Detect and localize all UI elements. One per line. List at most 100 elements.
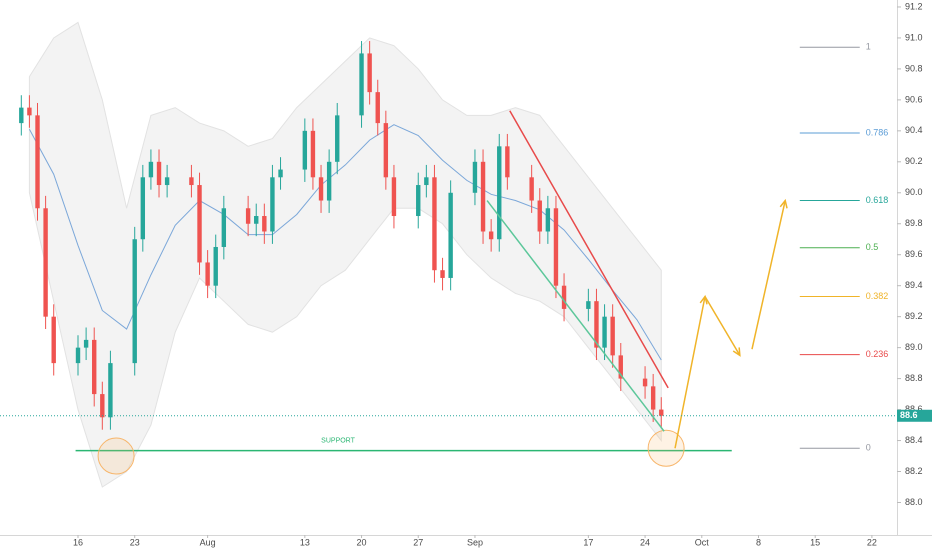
candle-body	[497, 146, 502, 240]
candle-body	[156, 161, 162, 186]
candle-body	[537, 200, 542, 232]
y-tick-label: 88.6	[905, 404, 923, 414]
candle-body	[561, 285, 567, 309]
arrow-head	[779, 198, 788, 209]
x-tick-label: 8	[756, 537, 761, 547]
x-tick-label: Oct	[695, 537, 710, 547]
candle-body	[375, 92, 380, 124]
candle-body	[659, 409, 664, 416]
candle-body	[310, 130, 316, 178]
x-tick-label: 23	[130, 537, 140, 547]
x-tick-label: 17	[583, 537, 593, 547]
bollinger-band	[28, 21, 662, 488]
fib-label: 1	[866, 42, 871, 52]
candle-body	[335, 115, 340, 162]
candle-body	[213, 246, 218, 286]
y-tick-label: 88.8	[905, 373, 923, 383]
candle-body	[278, 169, 283, 178]
candle-body	[35, 115, 40, 209]
candle-body	[197, 185, 202, 263]
fib-label: 0	[866, 443, 871, 453]
candle-body	[164, 177, 170, 186]
candle-body	[245, 208, 251, 224]
price-tag-label: 88.6	[900, 410, 918, 420]
candle-body	[359, 53, 364, 116]
candle-body	[472, 161, 478, 193]
candle-body	[108, 363, 113, 418]
candle-body	[92, 339, 97, 395]
candle-body	[221, 208, 227, 247]
y-tick-label: 89.4	[905, 280, 923, 290]
projection-leg	[704, 296, 741, 356]
candle-body	[618, 355, 623, 379]
x-tick-label: 16	[73, 537, 83, 547]
x-tick-label: 27	[413, 537, 423, 547]
candle-body	[383, 123, 389, 178]
y-tick-label: 89.6	[905, 249, 923, 259]
candle-body	[391, 177, 397, 217]
x-tick-label: 22	[867, 537, 877, 547]
candle-body	[100, 394, 105, 418]
x-tick-label: 13	[300, 537, 310, 547]
y-tick-label: 91.0	[905, 32, 923, 42]
fib-label: 0.382	[866, 291, 889, 301]
y-tick-label: 91.2	[905, 1, 923, 11]
trendline	[509, 110, 669, 389]
y-tick-label: 89.0	[905, 342, 923, 352]
highlight-circle	[647, 429, 685, 467]
candle-body	[545, 208, 551, 232]
candle-body	[51, 316, 56, 364]
candle-body	[432, 177, 437, 271]
candle-body	[488, 231, 494, 240]
candle-body	[27, 107, 32, 116]
y-tick-label: 90.6	[905, 94, 923, 104]
candle-body	[140, 177, 146, 240]
candle-body	[318, 177, 324, 201]
trendline	[486, 200, 665, 432]
candle-body	[642, 378, 648, 387]
candle-body	[416, 185, 421, 217]
candle-body	[254, 216, 259, 224]
projection-leg	[674, 296, 706, 449]
candle-body	[553, 208, 559, 286]
candle-body	[326, 161, 332, 201]
y-tick-label: 89.8	[905, 218, 923, 228]
fib-label: 0.5	[866, 242, 879, 252]
candle-body	[148, 161, 154, 178]
y-tick-label: 88.4	[905, 435, 923, 445]
candle-body	[43, 208, 48, 317]
candle-body	[586, 301, 591, 309]
candle-body	[262, 216, 267, 232]
candle-body	[367, 53, 372, 93]
projection-leg	[751, 200, 786, 350]
support-label: SUPPORT	[321, 437, 355, 444]
candle-body	[650, 386, 656, 410]
candle-body	[594, 301, 599, 348]
fib-label: 0.786	[866, 127, 889, 137]
candle-body	[424, 177, 429, 186]
x-tick-label: 20	[357, 537, 367, 547]
candle-body	[529, 177, 534, 201]
candle-body	[189, 177, 194, 186]
candle-body	[440, 270, 445, 278]
y-tick-label: 88.0	[905, 497, 923, 507]
candle-body	[205, 262, 210, 286]
fib-label: 0.618	[866, 195, 889, 205]
candle-body	[448, 192, 453, 278]
candle-body	[19, 107, 24, 124]
candle-body	[602, 316, 607, 348]
x-tick-label: Sep	[467, 537, 483, 547]
candle-body	[302, 130, 308, 170]
candle-body	[132, 239, 137, 364]
y-tick-label: 88.2	[905, 466, 923, 476]
candle-body	[270, 177, 275, 232]
y-tick-label: 89.2	[905, 311, 923, 321]
candle-body	[75, 347, 81, 364]
candle-body	[480, 161, 486, 232]
price-tag	[897, 409, 932, 422]
arrow-head	[732, 347, 741, 357]
candle-body	[505, 146, 510, 178]
y-tick-label: 90.4	[905, 125, 923, 135]
